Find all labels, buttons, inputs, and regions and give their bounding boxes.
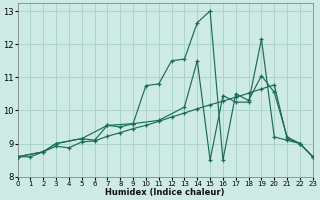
X-axis label: Humidex (Indice chaleur): Humidex (Indice chaleur) <box>105 188 225 197</box>
